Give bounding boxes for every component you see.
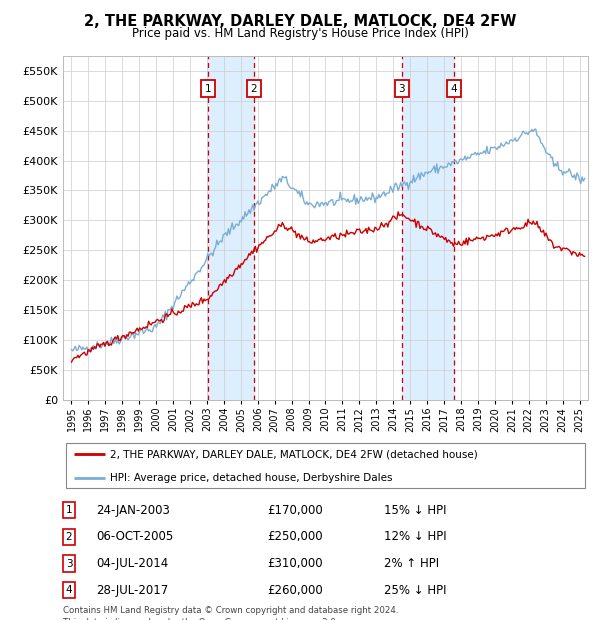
Text: 2: 2 [251, 84, 257, 94]
Text: 04-JUL-2014: 04-JUL-2014 [96, 557, 168, 570]
Text: Price paid vs. HM Land Registry's House Price Index (HPI): Price paid vs. HM Land Registry's House … [131, 27, 469, 40]
Text: £250,000: £250,000 [267, 531, 323, 543]
Bar [402, 56, 454, 400]
Text: 24-JAN-2003: 24-JAN-2003 [96, 504, 170, 516]
Text: 3: 3 [398, 84, 405, 94]
Bar [208, 56, 254, 400]
Text: 4: 4 [451, 84, 457, 94]
Text: 25% ↓ HPI: 25% ↓ HPI [384, 584, 446, 596]
Text: 1: 1 [65, 505, 73, 515]
Text: 2, THE PARKWAY, DARLEY DALE, MATLOCK, DE4 2FW (detached house): 2, THE PARKWAY, DARLEY DALE, MATLOCK, DE… [110, 450, 478, 459]
Text: 06-OCT-2005: 06-OCT-2005 [96, 531, 173, 543]
Text: £310,000: £310,000 [267, 557, 323, 570]
Text: Contains HM Land Registry data © Crown copyright and database right 2024.
This d: Contains HM Land Registry data © Crown c… [63, 606, 398, 620]
Text: £260,000: £260,000 [267, 584, 323, 596]
Text: 2% ↑ HPI: 2% ↑ HPI [384, 557, 439, 570]
FancyBboxPatch shape [65, 443, 586, 489]
Text: 2: 2 [65, 532, 73, 542]
Text: £170,000: £170,000 [267, 504, 323, 516]
Text: 12% ↓ HPI: 12% ↓ HPI [384, 531, 446, 543]
Text: 4: 4 [65, 585, 73, 595]
Text: 2, THE PARKWAY, DARLEY DALE, MATLOCK, DE4 2FW: 2, THE PARKWAY, DARLEY DALE, MATLOCK, DE… [84, 14, 516, 29]
Text: 3: 3 [65, 559, 73, 569]
Text: HPI: Average price, detached house, Derbyshire Dales: HPI: Average price, detached house, Derb… [110, 473, 393, 484]
Text: 28-JUL-2017: 28-JUL-2017 [96, 584, 168, 596]
Text: 1: 1 [205, 84, 211, 94]
Text: 15% ↓ HPI: 15% ↓ HPI [384, 504, 446, 516]
